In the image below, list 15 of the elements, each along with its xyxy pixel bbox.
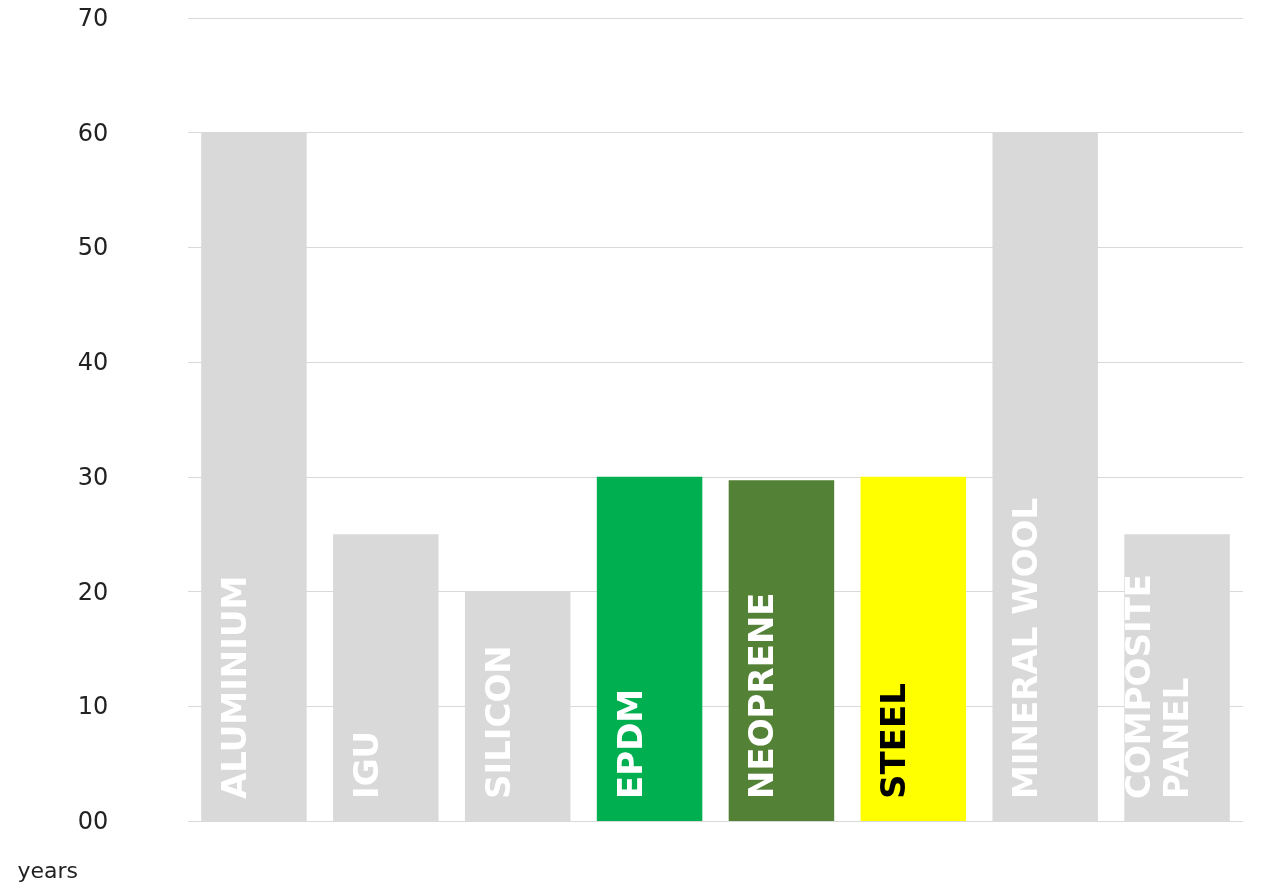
y-tick-label: 50 [77, 233, 109, 262]
y-axis-title: years [17, 857, 78, 883]
y-tick-label: 70 [77, 4, 109, 32]
x-tick-label: NEOPRENE [741, 592, 782, 799]
bar [596, 476, 703, 821]
y-tick-label: 20 [77, 577, 109, 606]
y-tick-label: 40 [77, 348, 109, 377]
x-tick-label: EPDM [609, 688, 650, 799]
bar [860, 476, 967, 821]
y-tick-label: 00 [77, 807, 109, 835]
y-tick-label: 60 [77, 118, 109, 147]
y-tick-label: 30 [77, 462, 109, 491]
x-tick-label: STEEL [873, 683, 914, 799]
bar [728, 480, 835, 821]
y-tick-label: 10 [77, 692, 109, 721]
